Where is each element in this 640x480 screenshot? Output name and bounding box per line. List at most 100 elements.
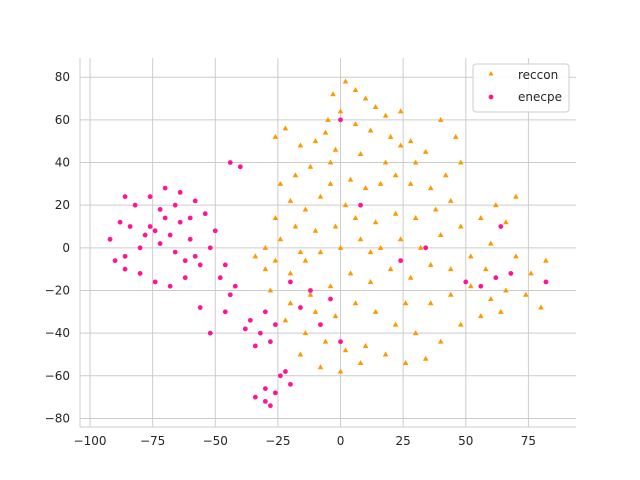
data-point: [327, 283, 334, 289]
data-point: [513, 193, 519, 199]
data-point: [292, 172, 299, 178]
data-point: [252, 394, 258, 400]
data-point: [222, 262, 228, 268]
data-point: [312, 308, 319, 314]
data-point: [488, 296, 494, 302]
data-point: [422, 355, 429, 361]
data-point: [352, 214, 359, 220]
data-point: [287, 197, 294, 203]
data-point: [357, 360, 364, 366]
data-point: [337, 108, 344, 114]
data-point: [367, 278, 374, 284]
data-point: [357, 150, 364, 156]
data-point: [292, 223, 299, 229]
legend: reccon enecpe: [472, 63, 570, 113]
data-point: [457, 159, 464, 165]
data-point: [267, 403, 273, 409]
data-point: [508, 271, 514, 276]
data-point: [367, 249, 374, 255]
data-point: [272, 214, 279, 220]
data-point: [478, 313, 484, 319]
data-point: [272, 257, 279, 263]
data-point: [307, 163, 314, 169]
data-point: [457, 321, 464, 327]
data-point: [147, 224, 153, 229]
data-point: [282, 317, 289, 323]
y-tick-label: 60: [55, 113, 70, 127]
data-point: [437, 338, 444, 344]
data-point: [257, 330, 263, 336]
data-point: [498, 308, 504, 314]
data-point: [362, 185, 369, 191]
data-point: [278, 373, 283, 379]
data-point: [157, 241, 163, 246]
data-point: [312, 138, 319, 144]
data-point: [197, 305, 203, 310]
data-point: [117, 219, 123, 225]
data-point: [382, 112, 389, 118]
data-point: [352, 121, 359, 127]
data-point: [272, 133, 279, 139]
data-point: [382, 159, 389, 165]
data-point: [262, 309, 268, 315]
data-point: [392, 172, 399, 178]
legend-box: [472, 63, 570, 113]
data-point: [187, 215, 193, 221]
data-point: [338, 117, 343, 123]
data-point: [387, 133, 394, 139]
data-point: [332, 223, 339, 229]
axes: [79, 58, 576, 428]
data-point: [503, 219, 509, 225]
data-point: [282, 125, 289, 131]
data-point: [337, 368, 344, 374]
data-point: [267, 287, 274, 293]
data-point: [337, 244, 344, 250]
data-point: [392, 210, 399, 216]
data-point: [302, 206, 309, 212]
data-point: [308, 288, 313, 293]
data-point: [277, 236, 284, 242]
data-point: [442, 172, 449, 178]
data-point: [513, 253, 519, 259]
y-tick-label: 0: [62, 241, 70, 255]
data-point: [167, 232, 173, 238]
data-point: [397, 108, 404, 114]
data-point: [122, 253, 128, 259]
x-tick-label: 25: [396, 434, 411, 448]
data-point: [412, 330, 419, 336]
data-point: [538, 304, 544, 310]
data-point: [137, 271, 143, 276]
y-tick-label: −80: [45, 411, 70, 425]
data-point: [287, 270, 294, 276]
data-point: [407, 138, 414, 144]
data-point: [302, 330, 309, 336]
data-point: [252, 343, 258, 349]
data-point: [157, 207, 163, 212]
data-point: [252, 253, 259, 259]
x-tick-label: 75: [521, 434, 536, 448]
data-point: [402, 360, 409, 366]
legend-marker-reccon: [488, 71, 494, 76]
data-point: [412, 159, 419, 165]
data-point: [162, 215, 168, 221]
data-point: [427, 185, 434, 191]
x-tick-label: −50: [203, 434, 228, 448]
data-point: [452, 133, 459, 139]
data-point: [327, 180, 334, 186]
data-point: [272, 322, 278, 328]
data-point: [267, 339, 273, 345]
data-point: [498, 224, 504, 229]
data-point: [402, 300, 409, 306]
data-point: [172, 202, 178, 208]
data-point: [427, 300, 434, 306]
data-point: [372, 104, 379, 110]
data-point: [177, 219, 183, 225]
data-point: [377, 180, 384, 186]
data-point: [467, 283, 474, 289]
data-point: [422, 148, 429, 154]
data-point: [493, 202, 499, 208]
data-point: [272, 390, 278, 396]
data-point: [338, 339, 343, 345]
data-point: [412, 214, 419, 220]
data-point: [352, 300, 359, 306]
